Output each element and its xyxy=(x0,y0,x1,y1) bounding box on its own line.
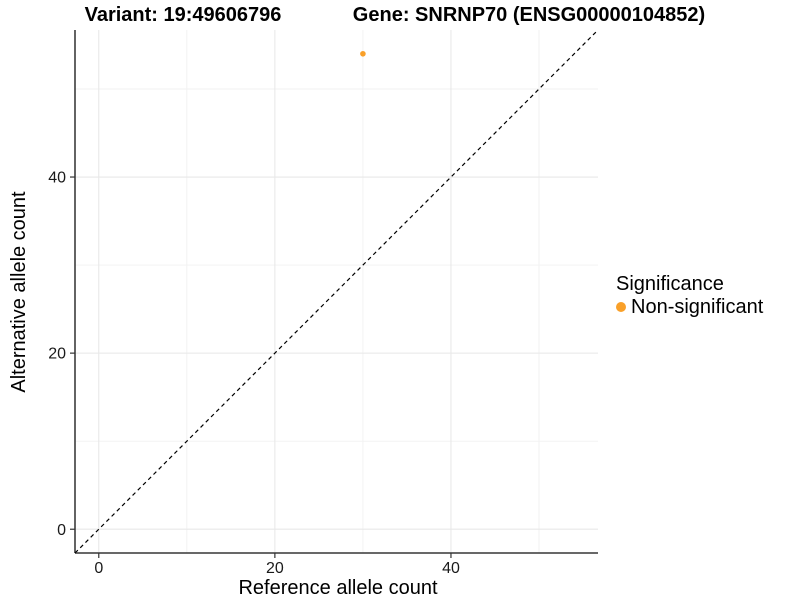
legend-item: Non-significant xyxy=(616,297,763,317)
y-tick-label: 0 xyxy=(57,522,66,539)
legend-key-dot-icon xyxy=(616,302,626,312)
x-tick-label: 0 xyxy=(94,560,103,577)
y-tick-label: 40 xyxy=(48,170,66,187)
x-tick-label: 20 xyxy=(266,560,284,577)
data-point xyxy=(360,50,366,57)
y-tick-label: 20 xyxy=(48,346,66,363)
chart-title-gene: Gene: SNRNP70 (ENSG00000104852) xyxy=(352,4,706,26)
chart-title-variant: Variant: 19:49606796 xyxy=(84,4,282,26)
legend: Significance Non-significant xyxy=(616,274,763,317)
legend-item-label: Non-significant xyxy=(631,296,764,318)
identity-reference-line xyxy=(74,29,599,554)
legend-title: Significance xyxy=(616,273,724,295)
x-axis-title: Reference allele count xyxy=(238,577,438,599)
x-tick-label: 40 xyxy=(442,560,460,577)
